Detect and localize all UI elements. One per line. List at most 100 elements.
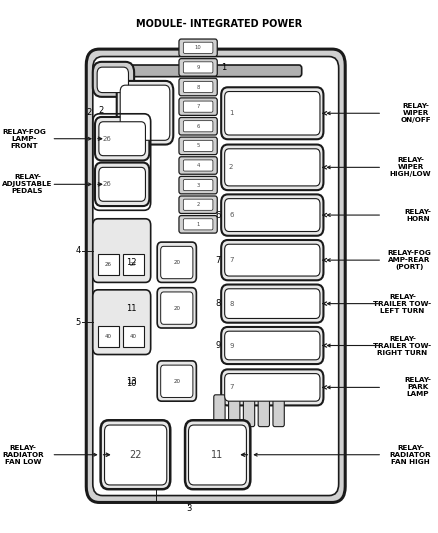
Text: RELAY-FOG
AMP-REAR
(PORT): RELAY-FOG AMP-REAR (PORT) — [388, 250, 431, 270]
Bar — [98, 254, 119, 275]
Text: 2: 2 — [87, 108, 92, 117]
Text: RELAY-FOG
LAMP-
FRONT: RELAY-FOG LAMP- FRONT — [2, 128, 46, 149]
FancyBboxPatch shape — [179, 157, 217, 174]
FancyBboxPatch shape — [105, 425, 167, 485]
Text: 3: 3 — [186, 504, 191, 513]
Text: 6: 6 — [215, 211, 220, 220]
Text: 2: 2 — [98, 106, 103, 115]
FancyBboxPatch shape — [179, 117, 217, 135]
Text: 1: 1 — [229, 110, 233, 116]
FancyBboxPatch shape — [225, 199, 320, 231]
Text: RELAY-
ADJUSTABLE
PEDALS: RELAY- ADJUSTABLE PEDALS — [2, 174, 53, 195]
FancyBboxPatch shape — [179, 137, 217, 155]
Text: RELAY-
RADIATOR
FAN HIGH: RELAY- RADIATOR FAN HIGH — [390, 445, 431, 465]
Text: 4: 4 — [76, 246, 81, 255]
FancyBboxPatch shape — [184, 62, 213, 73]
FancyBboxPatch shape — [225, 374, 320, 401]
FancyBboxPatch shape — [225, 289, 320, 318]
Text: 7: 7 — [196, 104, 200, 109]
FancyBboxPatch shape — [179, 216, 217, 233]
Text: 1: 1 — [196, 222, 200, 227]
Text: 40: 40 — [105, 334, 112, 339]
Text: 3: 3 — [197, 183, 200, 188]
Text: 13: 13 — [126, 376, 136, 385]
Text: 20: 20 — [173, 305, 180, 311]
FancyBboxPatch shape — [185, 420, 251, 489]
FancyBboxPatch shape — [93, 56, 339, 496]
FancyBboxPatch shape — [99, 167, 145, 201]
FancyBboxPatch shape — [157, 361, 196, 401]
Text: 11: 11 — [212, 450, 224, 460]
Bar — [123, 326, 144, 347]
Text: 12: 12 — [126, 259, 136, 267]
FancyBboxPatch shape — [179, 39, 217, 56]
FancyBboxPatch shape — [86, 49, 345, 503]
Text: 2: 2 — [229, 164, 233, 171]
Text: RELAY-
RADIATOR
FAN LOW: RELAY- RADIATOR FAN LOW — [2, 445, 44, 465]
Text: 10: 10 — [195, 45, 201, 50]
FancyBboxPatch shape — [184, 42, 213, 53]
Text: 26: 26 — [103, 181, 112, 187]
Text: 9: 9 — [196, 65, 200, 70]
FancyBboxPatch shape — [184, 140, 213, 151]
Text: 20: 20 — [173, 379, 180, 384]
Text: 7: 7 — [215, 256, 220, 265]
Text: 7: 7 — [229, 384, 233, 390]
FancyBboxPatch shape — [95, 163, 149, 206]
FancyBboxPatch shape — [184, 180, 213, 191]
FancyBboxPatch shape — [225, 244, 320, 276]
Text: 8: 8 — [229, 301, 233, 306]
FancyBboxPatch shape — [221, 369, 323, 406]
FancyBboxPatch shape — [157, 288, 196, 328]
FancyBboxPatch shape — [184, 101, 213, 112]
Text: MODULE- INTEGRATED POWER: MODULE- INTEGRATED POWER — [136, 19, 302, 29]
Text: 20: 20 — [173, 260, 180, 265]
Text: 5: 5 — [196, 143, 200, 148]
Text: 9: 9 — [215, 341, 220, 350]
FancyBboxPatch shape — [184, 120, 213, 132]
Text: 10: 10 — [126, 378, 136, 387]
Text: 8: 8 — [196, 85, 200, 90]
Text: 4: 4 — [196, 163, 200, 168]
FancyBboxPatch shape — [225, 331, 320, 360]
FancyBboxPatch shape — [161, 292, 193, 324]
FancyBboxPatch shape — [161, 365, 193, 398]
FancyBboxPatch shape — [225, 92, 320, 135]
FancyBboxPatch shape — [179, 59, 217, 76]
Text: RELAY-
PARK
LAMP: RELAY- PARK LAMP — [405, 377, 431, 398]
FancyBboxPatch shape — [95, 117, 149, 160]
FancyBboxPatch shape — [221, 195, 323, 236]
FancyBboxPatch shape — [99, 122, 145, 156]
Text: 11: 11 — [126, 304, 136, 313]
FancyBboxPatch shape — [97, 67, 128, 93]
FancyBboxPatch shape — [225, 149, 320, 186]
FancyBboxPatch shape — [221, 327, 323, 364]
Text: 2: 2 — [196, 202, 200, 207]
Text: RELAY-
TRAILER TOW-
LEFT TURN: RELAY- TRAILER TOW- LEFT TURN — [373, 294, 431, 313]
FancyBboxPatch shape — [101, 420, 170, 489]
FancyBboxPatch shape — [161, 246, 193, 279]
FancyBboxPatch shape — [157, 242, 196, 282]
FancyBboxPatch shape — [179, 176, 217, 194]
FancyBboxPatch shape — [179, 78, 217, 96]
FancyBboxPatch shape — [229, 395, 240, 426]
Text: 1: 1 — [221, 63, 226, 71]
FancyBboxPatch shape — [188, 425, 247, 485]
FancyBboxPatch shape — [221, 87, 323, 139]
FancyBboxPatch shape — [184, 199, 213, 211]
FancyBboxPatch shape — [117, 81, 173, 144]
FancyBboxPatch shape — [120, 85, 170, 140]
FancyBboxPatch shape — [258, 395, 269, 426]
FancyBboxPatch shape — [93, 290, 151, 354]
Text: RELAY-
WIPER
HIGH/LOW: RELAY- WIPER HIGH/LOW — [390, 157, 431, 177]
Text: 5: 5 — [76, 318, 81, 327]
Text: 9: 9 — [229, 343, 233, 349]
FancyBboxPatch shape — [221, 144, 323, 190]
Text: RELAY-
WIPER
ON/OFF: RELAY- WIPER ON/OFF — [401, 103, 431, 123]
FancyBboxPatch shape — [184, 160, 213, 171]
Text: 8: 8 — [215, 299, 220, 308]
Text: 27: 27 — [130, 262, 137, 267]
Text: 26: 26 — [105, 262, 112, 267]
Text: 22: 22 — [129, 450, 142, 460]
Text: RELAY-
TRAILER TOW-
RIGHT TURN: RELAY- TRAILER TOW- RIGHT TURN — [373, 335, 431, 356]
